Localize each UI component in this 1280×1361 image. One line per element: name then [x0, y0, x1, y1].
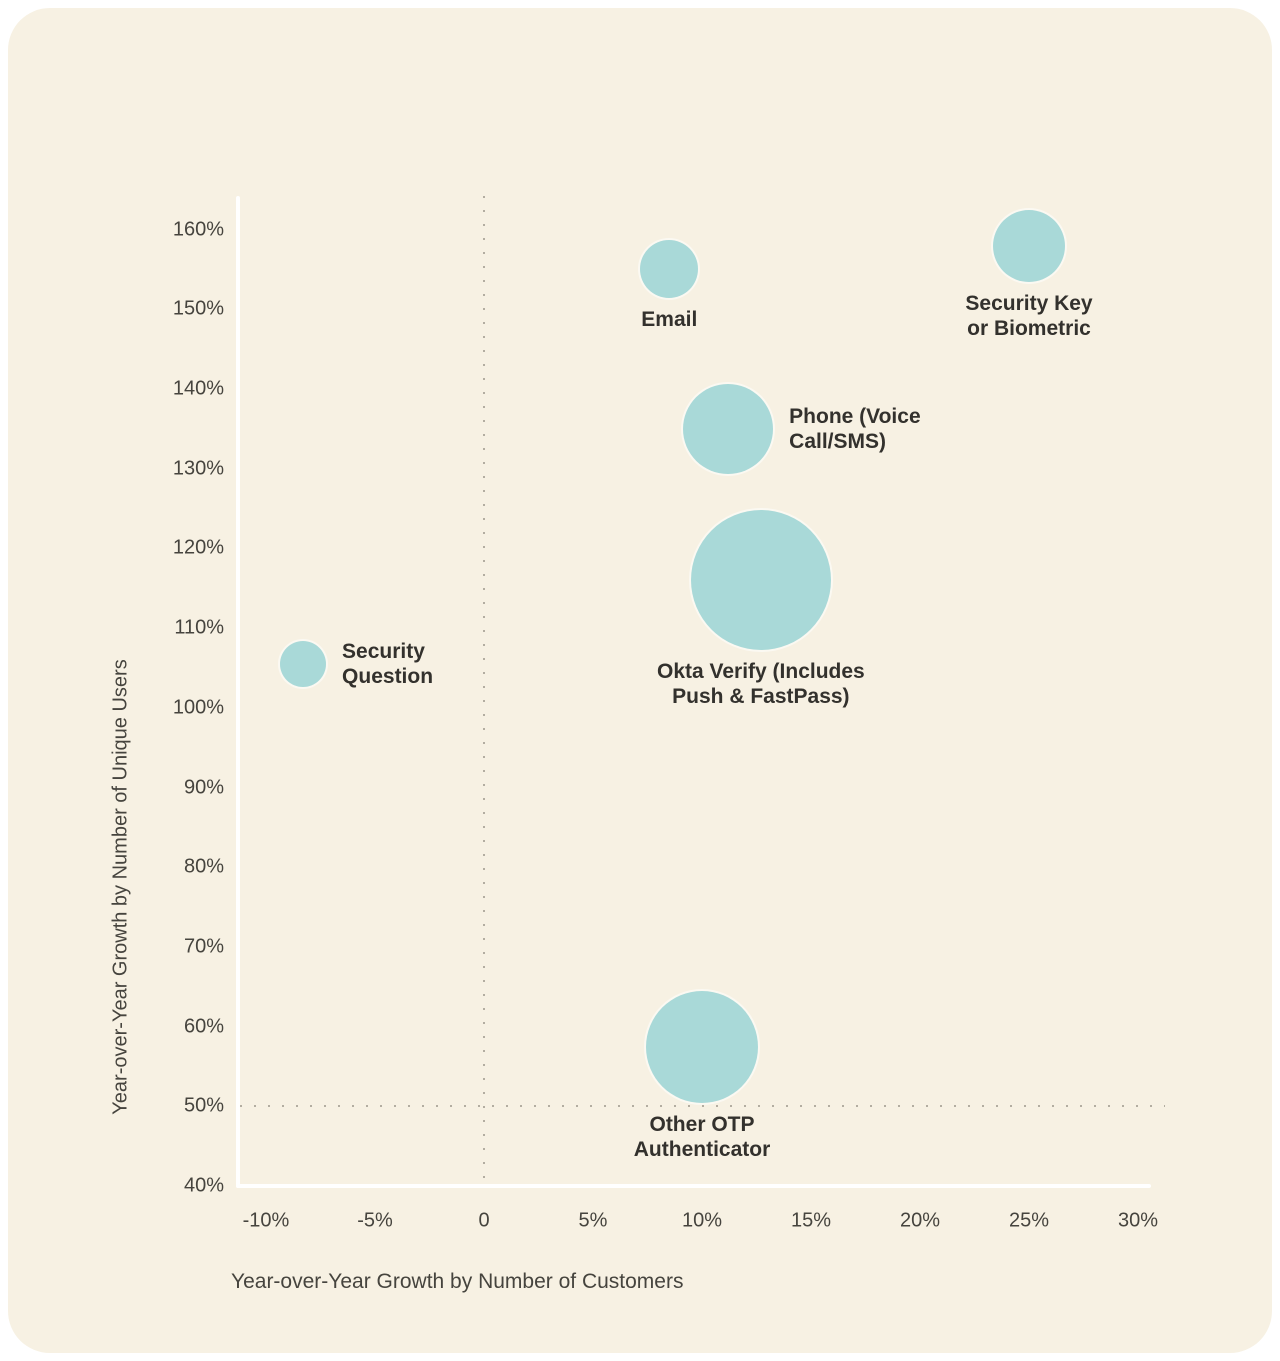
- y-axis-tick-label-80: 80%: [183, 855, 224, 878]
- zero-gridline-vertical: [483, 196, 485, 1184]
- x-axis-tick-label-0: 0: [478, 1209, 490, 1232]
- y-axis-line: [236, 196, 240, 1188]
- bubble-other-otp-authenticator: [646, 990, 758, 1103]
- bubble-label-okta-verify-includes-push-fastpass: Okta Verify (Includes Push & FastPass): [656, 660, 865, 709]
- y-axis-tick-label-110: 110%: [174, 616, 224, 639]
- fifty-percent-gridline-horizontal: [240, 1105, 1165, 1108]
- y-axis-tick-label-120: 120%: [172, 536, 224, 559]
- y-axis-title: Year-over-Year Growth by Number of Uniqu…: [109, 659, 132, 1115]
- bubble-email: [640, 240, 699, 299]
- x-axis-tick-label--10: -10%: [242, 1209, 290, 1232]
- x-axis-tick-label-20: 20%: [899, 1209, 941, 1232]
- bubble-label-phone-voice-call-sms: Phone (Voice Call/SMS): [789, 404, 921, 453]
- x-axis-title: Year-over-Year Growth by Number of Custo…: [231, 1270, 684, 1293]
- y-axis-tick-label-100: 100%: [172, 696, 224, 719]
- bubble-chart: Year-over-Year Growth by Number of Custo…: [8, 8, 1272, 1353]
- y-axis-tick-label-140: 140%: [172, 377, 224, 400]
- x-axis-tick-label-25: 25%: [1008, 1209, 1050, 1232]
- bubble-security-question: [280, 640, 327, 687]
- bubble-label-security-key-or-biometric: Security Key or Biometric: [965, 291, 1093, 340]
- y-axis-tick-label-60: 60%: [183, 1015, 224, 1038]
- bubble-label-email: Email: [641, 308, 698, 332]
- chart-card: Year-over-Year Growth by Number of Custo…: [8, 8, 1272, 1353]
- y-axis-tick-label-150: 150%: [172, 297, 224, 320]
- x-axis-tick-label-30: 30%: [1117, 1209, 1159, 1232]
- x-axis-tick-label-5: 5%: [578, 1209, 608, 1232]
- y-axis-tick-label-40: 40%: [183, 1174, 224, 1197]
- y-axis-tick-label-70: 70%: [183, 935, 224, 958]
- x-axis-tick-label-15: 15%: [790, 1209, 832, 1232]
- bubble-phone-voice-call-sms: [683, 383, 774, 474]
- x-axis-line: [236, 1184, 1151, 1188]
- bubble-security-key-or-biometric: [993, 209, 1065, 282]
- y-axis-tick-label-160: 160%: [172, 218, 224, 241]
- x-axis-tick-label--5: -5%: [357, 1209, 393, 1232]
- bubble-label-other-otp-authenticator: Other OTP Authenticator: [633, 1112, 771, 1161]
- y-axis-tick-label-90: 90%: [183, 776, 224, 798]
- bubble-label-security-question: Security Question: [342, 639, 434, 688]
- y-axis-tick-label-130: 130%: [172, 457, 224, 480]
- bubble-okta-verify-includes-push-fastpass: [690, 510, 831, 651]
- y-axis-tick-label-50: 50%: [183, 1094, 224, 1117]
- x-axis-tick-label-10: 10%: [681, 1209, 723, 1232]
